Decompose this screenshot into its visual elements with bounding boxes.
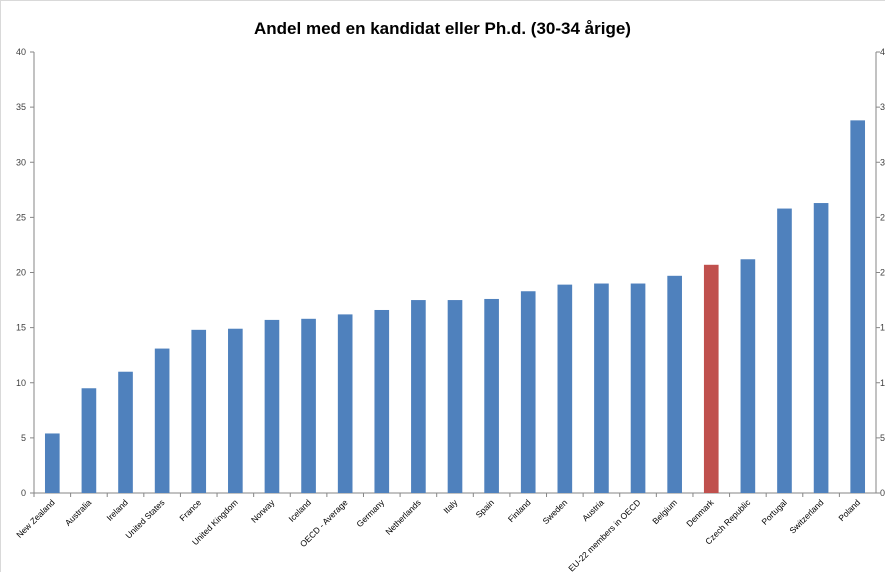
category-label-21: Switzerland [787, 497, 825, 535]
bar-16 [630, 283, 646, 493]
bars [44, 120, 866, 494]
category-label-4: France [177, 497, 203, 523]
y-tick-label-left: 35 [16, 102, 26, 112]
category-label-15: Austria [580, 497, 606, 523]
y-tick-label-right: 2 [880, 212, 885, 222]
bar-13 [520, 291, 536, 493]
category-label-6: Norway [249, 497, 277, 525]
chart-title: Andel med en kandidat eller Ph.d. (30-34… [254, 19, 631, 38]
y-tick-label-right: 4 [880, 47, 885, 57]
axes: 0 0 5 5 10 1 15 1 20 2 25 2 30 3 35 3 40 4 [16, 47, 885, 498]
y-tick-label-right: 0 [880, 488, 885, 498]
category-label-16: EU-22 members in OECD [566, 497, 642, 572]
bar-4 [191, 329, 207, 493]
bar-15 [594, 283, 609, 493]
bar-12 [484, 298, 499, 493]
y-tick-label-left: 5 [21, 433, 26, 443]
y-tick-label-right: 3 [880, 102, 885, 112]
category-label-14: Sweden [540, 497, 569, 526]
bar-2 [118, 371, 133, 493]
category-label-17: Belgium [650, 497, 679, 526]
y-tick-label-right: 1 [880, 323, 885, 333]
bar-19 [740, 259, 756, 493]
bar-21 [813, 203, 829, 494]
category-label-1: Australia [63, 497, 94, 528]
category-label-12: Spain [474, 497, 497, 520]
y-tick-label-right: 1 [880, 378, 885, 388]
category-label-11: Italy [441, 497, 460, 516]
y-tick-label-left: 25 [16, 212, 26, 222]
bar-14 [557, 284, 573, 493]
y-tick-label-left: 20 [16, 268, 26, 278]
y-tick-label-left: 0 [21, 488, 26, 498]
bar-17 [667, 275, 682, 493]
bar-1 [81, 388, 97, 493]
bar-20 [777, 208, 792, 493]
category-label-20: Portugal [759, 497, 789, 527]
category-label-9: Germany [354, 497, 386, 529]
bar-11 [447, 300, 463, 493]
y-tick-label-right: 3 [880, 157, 885, 167]
bar-22 [850, 120, 866, 493]
y-tick-label-right: 5 [880, 433, 885, 443]
y-tick-label-right: 2 [880, 268, 885, 278]
category-label-13: Finland [506, 497, 533, 524]
category-label-7: Iceland [287, 497, 314, 524]
category-label-18: Denmark [684, 497, 716, 529]
category-label-22: Poland [836, 497, 862, 523]
bar-7 [301, 318, 316, 493]
bar-9 [374, 309, 390, 493]
bar-6 [264, 319, 280, 493]
y-tick-label-left: 15 [16, 323, 26, 333]
category-label-2: Ireland [104, 497, 130, 523]
category-label-3: United States [123, 497, 166, 540]
bar-5 [228, 328, 243, 493]
bar-8 [337, 314, 353, 493]
y-tick-label-left: 40 [16, 47, 26, 57]
bar-0 [44, 433, 60, 493]
bar-18 [703, 264, 719, 493]
y-tick-label-left: 10 [16, 378, 26, 388]
category-label-10: Netherlands [383, 497, 422, 536]
bar-10 [411, 300, 426, 493]
y-tick-label-left: 30 [16, 157, 26, 167]
bar-3 [154, 348, 170, 493]
category-label-0: New Zealand [14, 497, 57, 540]
